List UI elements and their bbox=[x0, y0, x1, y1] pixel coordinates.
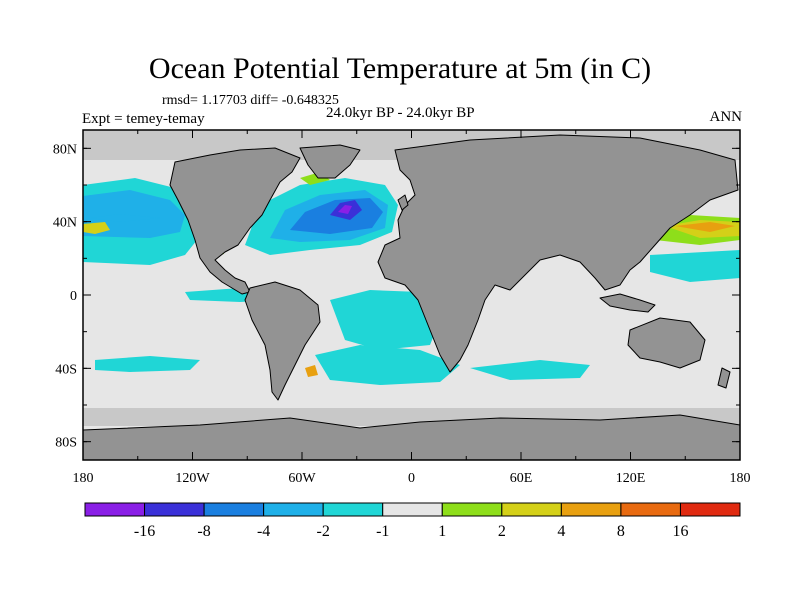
y-tick-label: 40S bbox=[55, 362, 77, 377]
colorbar-label: 1 bbox=[438, 523, 446, 540]
colorbar-label: 4 bbox=[557, 523, 565, 540]
y-tick-label: 80N bbox=[53, 142, 77, 157]
land-north-america bbox=[169, 147, 301, 295]
colorbar-swatch bbox=[560, 502, 622, 517]
y-tick-label: 80S bbox=[55, 436, 77, 451]
colorbar-label: 8 bbox=[617, 523, 625, 540]
y-tick-label: 0 bbox=[70, 289, 77, 304]
california-warm bbox=[83, 222, 110, 234]
y-tick-label: 40N bbox=[53, 216, 77, 231]
season-label: ANN bbox=[709, 109, 743, 125]
colorbar-swatch bbox=[263, 502, 324, 517]
south-pacific-band bbox=[95, 356, 200, 372]
west-pacific-band bbox=[650, 250, 740, 282]
colorbar-label: -1 bbox=[376, 523, 389, 540]
colorbar-label: -4 bbox=[257, 523, 270, 540]
land-british-isles bbox=[397, 194, 409, 211]
colorbar-swatch bbox=[203, 502, 265, 517]
colorbar-swatch bbox=[84, 502, 146, 517]
brazil-malvinas-warm bbox=[305, 365, 318, 377]
colorbar: -16 -8 -4 -2 -1 1 2 4 8 16 bbox=[84, 502, 741, 540]
land-antarctica bbox=[83, 414, 740, 460]
x-tick-label: 60W bbox=[288, 471, 316, 486]
equatorial-atlantic-band bbox=[330, 290, 440, 350]
land-greenland bbox=[299, 144, 361, 179]
land-new-zealand bbox=[717, 367, 731, 389]
south-atlantic-band bbox=[315, 345, 460, 385]
land-south-america bbox=[244, 281, 321, 401]
colorbar-label: -8 bbox=[197, 523, 210, 540]
land-eurasia-africa bbox=[377, 134, 739, 373]
y-axis: 80N 40N 0 40S 80S bbox=[53, 142, 740, 451]
x-tick-label: 60E bbox=[510, 471, 533, 486]
colorbar-swatch bbox=[441, 502, 503, 517]
indian-ocean-band bbox=[470, 360, 590, 380]
colorbar-swatch bbox=[620, 502, 681, 517]
subpolar-strip bbox=[90, 214, 160, 222]
colorbar-swatch bbox=[382, 502, 443, 517]
map-area bbox=[83, 130, 740, 460]
x-tick-label: 120W bbox=[175, 471, 210, 486]
colorbar-swatch bbox=[501, 502, 562, 517]
colorbar-label: -16 bbox=[134, 523, 155, 540]
x-tick-label: 180 bbox=[730, 471, 751, 486]
north-atlantic-peak bbox=[338, 205, 352, 214]
colorbar-swatch bbox=[679, 502, 741, 517]
colorbar-swatch bbox=[322, 502, 384, 517]
x-axis: 180 120W 60W 0 60E 120E 180 bbox=[73, 130, 751, 486]
colorbar-label: 2 bbox=[498, 523, 506, 540]
map-title: Ocean Potential Temperature at 5m (in C) bbox=[148, 52, 652, 85]
x-tick-label: 0 bbox=[408, 471, 415, 486]
colorbar-swatch bbox=[144, 502, 205, 517]
stats-text: rmsd= 1.17703 diff= -0.648325 bbox=[162, 93, 339, 108]
x-tick-label: 180 bbox=[73, 471, 94, 486]
colorbar-label: -2 bbox=[317, 523, 330, 540]
land-indonesia bbox=[599, 293, 656, 313]
experiment-label: Expt = temey-temay bbox=[82, 111, 205, 127]
x-tick-label: 120E bbox=[616, 471, 646, 486]
period-label: 24.0kyr BP - 24.0kyr BP bbox=[326, 105, 475, 121]
north-pacific-cool-core bbox=[83, 190, 185, 238]
land-masses bbox=[83, 134, 740, 460]
colorbar-label: 16 bbox=[672, 523, 688, 540]
land-australia bbox=[627, 317, 706, 369]
kuroshio-warm-orange bbox=[675, 222, 735, 232]
